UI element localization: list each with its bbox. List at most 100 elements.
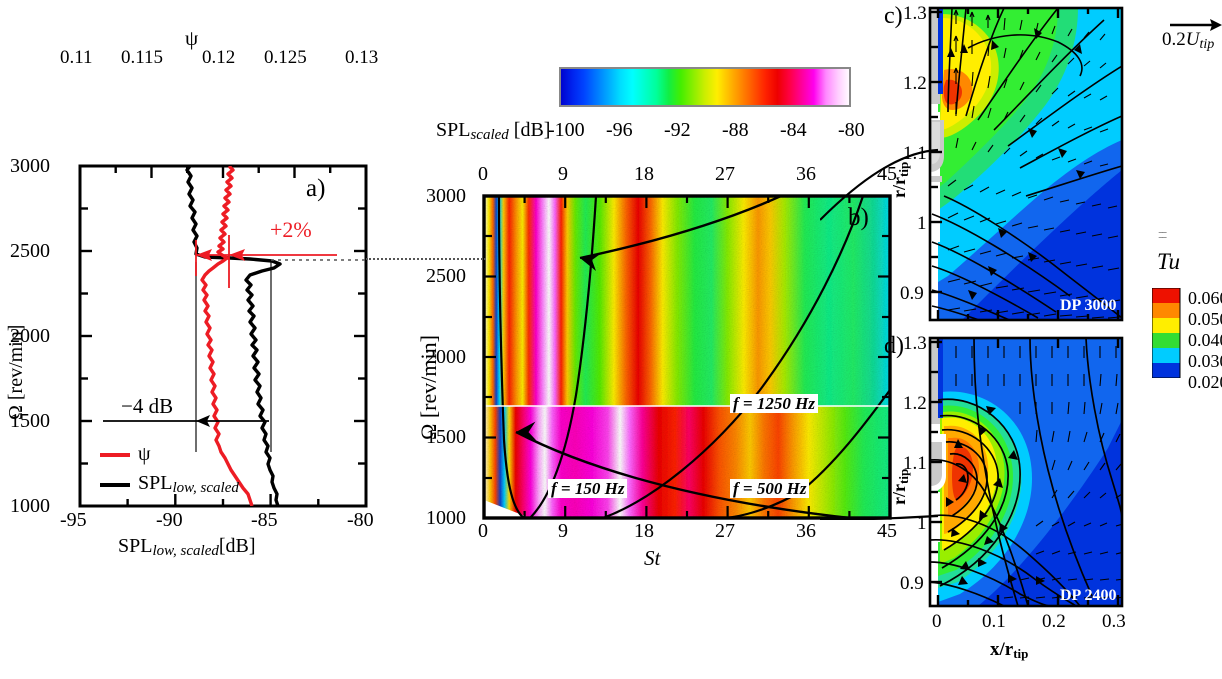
- panel-b-colorbar-title-main: SPL: [436, 119, 471, 141]
- panel-b-top-tick-1: 9: [558, 163, 568, 185]
- panel-b-bottom-tick-3: 27: [715, 520, 735, 542]
- panel-bc-connectors: [820, 148, 939, 520]
- panel-a-label: a): [306, 175, 326, 202]
- panel-c-y-tick-1p2: 1.2: [903, 73, 927, 94]
- panel-a-top-tick-0: 0.11: [60, 47, 93, 68]
- panel-d-y-tick-1p3: 1.3: [903, 333, 927, 354]
- velocity-scale-label: 0.2Utip: [1162, 30, 1214, 52]
- panel-d-x-axis-num: x: [990, 639, 1000, 660]
- panel-b-top-tick-0: 0: [478, 163, 488, 185]
- panel-a-legend-label-psi: ψ: [138, 443, 151, 465]
- panel-b-y-tick-1500: 1500: [426, 426, 466, 448]
- panel-a-top-tick-2: 0.12: [202, 47, 236, 68]
- panel-b-y-tick-2000: 2000: [426, 346, 466, 368]
- panel-b-colorbar-tick-4: -84: [780, 119, 807, 141]
- panel-b-x-axis-title: St: [644, 546, 661, 570]
- panel-d-y-tick-0p9: 0.9: [900, 573, 924, 594]
- panel-d-case-label: DP 2400: [1060, 587, 1117, 604]
- panel-b-y-tick-1000: 1000: [426, 507, 466, 529]
- panel-b-top-tick-2: 18: [634, 163, 654, 185]
- panel-b-colorbar-title: SPLscaled [dB]: [436, 120, 550, 143]
- panel-b-y-tick-2500: 2500: [426, 265, 466, 287]
- panel-b-colorbar-title-unit: [dB]: [513, 119, 551, 141]
- panel-a-y-tick-3000: 3000: [10, 155, 50, 177]
- panel-b-colorbar-tick-2: -92: [664, 119, 691, 141]
- panel-a-x-axis-sub: low, scaled: [152, 543, 219, 559]
- panel-b-y-axis-unit: [rev/min]: [416, 335, 441, 419]
- tu-legend-value-020: 0.020: [1188, 372, 1222, 392]
- panel-b-colorbar: [559, 67, 851, 107]
- panel-d-label: d): [884, 333, 904, 359]
- panel-c-y-tick-1p3: 1.3: [903, 3, 927, 24]
- panel-b-curve-label-f500: f = 500 Hz: [730, 479, 810, 498]
- panel-b-y-axis-sym: Ω: [416, 423, 441, 440]
- panel-a-bottom-tick-3: -80: [347, 509, 374, 531]
- panel-a-y-axis-title: Ω [rev/min]: [5, 324, 27, 420]
- panel-a-annotation-minus4db: −4 dB: [121, 394, 174, 418]
- panel-c-plot: [928, 6, 1124, 322]
- panel-b-colorbar-tick-1: -96: [606, 119, 633, 141]
- panel-a-y-tick-2500: 2500: [10, 240, 50, 262]
- panel-d-x-axis-title: x/rtip: [990, 639, 1029, 661]
- panel-a-top-tick-1: 0.115: [121, 47, 164, 68]
- panel-d-x-tick-0: 0: [932, 611, 942, 632]
- tu-legend-value-030: 0.030: [1188, 351, 1222, 371]
- panel-a-legend-spl-sub: low, scaled: [172, 480, 239, 496]
- panel-a-bottom-tick-1: -90: [156, 509, 183, 531]
- panel-b-colorbar-tick-0: -100: [548, 119, 585, 141]
- panel-b-bottom-tick-5: 45: [877, 520, 897, 542]
- panel-a-bottom-tick-0: -95: [60, 509, 87, 531]
- panel-d-x-tick-0p2: 0.2: [1042, 611, 1066, 632]
- panel-a-x-axis-main: SPL: [118, 535, 153, 557]
- panel-d-y-tick-1: 1: [917, 513, 927, 534]
- panel-a-bottom-tick-2: -85: [251, 509, 278, 531]
- panel-b-y-tick-3000: 3000: [426, 185, 466, 207]
- panel-d-x-axis-den: r: [1004, 639, 1014, 660]
- panel-b-top-tick-4: 36: [796, 163, 816, 185]
- panel-c-case-label: DP 3000: [1060, 297, 1117, 314]
- panel-a-top-tick-4: 0.13: [345, 47, 379, 68]
- panel-a-b-link-dotted: [366, 258, 486, 262]
- tu-legend-title: Tu: [1157, 249, 1181, 274]
- panel-a-y-tick-1000: 1000: [10, 495, 50, 517]
- panel-d-y-tick-1p1: 1.1: [903, 453, 927, 474]
- panel-d-y-tick-1p2: 1.2: [903, 393, 927, 414]
- panel-d-x-tick-0p1: 0.1: [982, 611, 1006, 632]
- panel-b-curve-label-f150: f = 150 Hz: [548, 479, 628, 498]
- panel-d-plot: [928, 336, 1124, 608]
- panel-d-x-tick-0p3: 0.3: [1102, 611, 1126, 632]
- panel-a-legend-label-spl: SPLlow, scaled: [138, 473, 239, 496]
- panel-a-annotation-plus2: +2%: [270, 217, 312, 242]
- panel-d-x-axis-den-sub: tip: [1013, 646, 1029, 661]
- velocity-scale-value: 0.2: [1162, 29, 1186, 50]
- panel-b-bottom-tick-0: 0: [478, 520, 488, 542]
- panel-b-curve-label-f1250: f = 1250 Hz: [730, 394, 818, 413]
- panel-c-y-tick-0p9: 0.9: [900, 283, 924, 304]
- panel-b-colorbar-title-sub: scaled: [470, 127, 509, 143]
- panel-a-legend-spl-main: SPL: [138, 472, 173, 494]
- panel-c-y-tick-1: 1: [917, 213, 927, 234]
- panel-b-label: b): [848, 204, 869, 231]
- tu-legend-value-040: 0.040: [1188, 330, 1222, 350]
- panel-b-bottom-tick-4: 36: [796, 520, 816, 542]
- panel-a-y-axis-sym: Ω: [5, 405, 27, 420]
- panel-a-plot: [78, 164, 368, 508]
- panel-c-label: c): [884, 3, 903, 29]
- panel-b-colorbar-tick-3: -88: [722, 119, 749, 141]
- panel-a-y-tick-1500: 1500: [10, 410, 50, 432]
- panel-b-bottom-tick-1: 9: [558, 520, 568, 542]
- panel-b-plot: [482, 194, 892, 520]
- panel-a-x-axis-unit: [dB]: [218, 535, 256, 557]
- velocity-scale-sub: tip: [1199, 37, 1215, 52]
- panel-b-colorbar-tick-5: -80: [838, 119, 865, 141]
- panel-a-x-axis-title: SPLlow, scaled[dB]: [118, 536, 256, 559]
- velocity-scale-arrow-icon: [1170, 19, 1222, 31]
- panel-a-y-axis-unit: [rev/min]: [5, 324, 27, 401]
- velocity-scale-sym: U: [1185, 29, 1200, 50]
- tu-legend-value-050: 0.050: [1188, 309, 1222, 329]
- panel-a-top-axis-title: ψ: [185, 26, 199, 50]
- panel-b-top-tick-3: 27: [715, 163, 735, 185]
- panel-a-y-tick-2000: 2000: [10, 325, 50, 347]
- panel-a-top-tick-3: 0.125: [264, 47, 307, 68]
